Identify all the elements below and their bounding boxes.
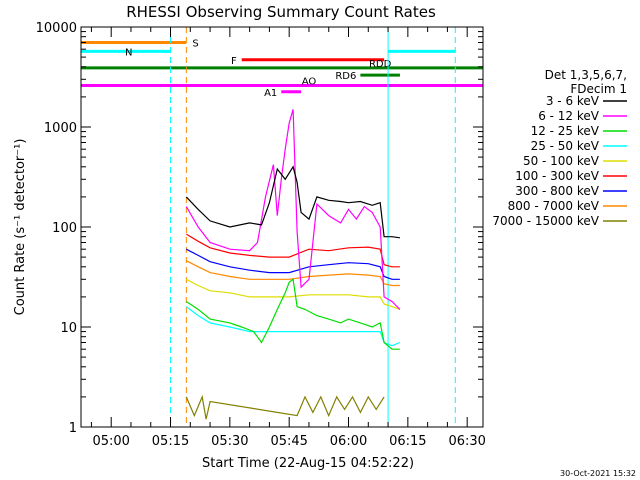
y-tick-label-2: 100 [52,221,77,236]
series-line-2 [185,278,400,350]
y-tick-label-4: 10000 [36,21,77,36]
legend-label-8: 7000 - 15000 keV [492,214,599,228]
legend-label-0: 3 - 6 keV [546,94,600,108]
x-tick-label-4: 06:00 [330,434,367,449]
series-line-1 [185,109,401,310]
x-tick-label-5: 06:15 [389,434,426,449]
state-bar-label-0: S [192,38,198,49]
legend-header-line-1: Det 1,3,5,6,7, [545,68,627,82]
series-line-8 [185,394,385,420]
x-tick-label-1: 05:15 [152,434,189,449]
state-bar-label-6: AO [302,77,317,88]
y-axis-label: Count Rate (s⁻¹ detector⁻¹) [13,139,28,316]
state-bar-label-4: RDD [369,59,392,70]
legend-label-2: 12 - 25 keV [531,124,600,138]
series-line-4 [186,278,401,310]
x-tick-label-3: 05:45 [270,434,307,449]
y-tick-label-1: 10 [60,321,77,336]
footer-timestamp: 30-Oct-2021 15:32 [560,469,636,478]
legend-label-5: 100 - 300 keV [515,169,599,183]
x-tick-label-6: 06:30 [448,434,485,449]
series-line-0 [185,165,400,239]
x-tick-label-2: 05:30 [211,434,248,449]
state-bar-label-3: F [231,56,237,67]
legend-label-3: 25 - 50 keV [531,139,600,153]
legend-label-1: 6 - 12 keV [538,109,600,123]
x-axis-label: Start Time (22-Aug-15 04:52:22) [202,456,414,471]
legend-label-4: 50 - 100 keV [523,154,600,168]
legend-label-6: 300 - 800 keV [515,184,599,198]
plot-area: S N F RDD RD6 AO A1 1 10 100 1000 10000 05:00 05:15 05… [36,21,486,449]
state-bar-label-5: RD6 [335,71,356,82]
legend-label-7: 800 - 7000 keV [508,199,600,213]
x-tick-label-0: 05:00 [92,434,129,449]
state-bar-label-7: A1 [264,88,277,99]
series-line-5 [185,233,400,268]
legend-header-line-2: FDecim 1 [570,82,627,96]
y-tick-label-0: 1 [69,421,77,436]
state-bar-label-1: N [125,47,132,58]
chart-title: RHESSI Observing Summary Count Rates [126,3,436,21]
y-tick-label-3: 1000 [44,121,77,136]
